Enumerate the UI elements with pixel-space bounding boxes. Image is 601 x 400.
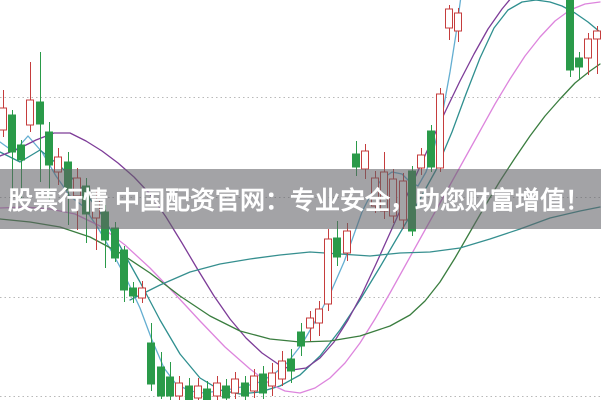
candle [315,301,323,336]
candle-body [120,249,128,291]
candle-body [241,382,249,397]
candle [287,349,295,383]
candle-body [250,375,258,392]
candle-body [166,376,174,397]
candle-body [315,308,323,324]
candle [297,323,305,356]
candle-body [45,131,53,166]
candle [194,378,202,400]
candle-body [417,154,425,169]
candle-body [352,153,360,168]
candle-body [584,38,592,59]
candle [278,351,286,386]
candle [138,281,146,303]
candle [26,62,34,132]
candle-body [17,144,25,161]
candle-body [445,8,453,29]
candle [185,378,193,400]
candle-body [306,317,314,329]
candle [147,323,155,391]
candle-body [343,230,351,254]
candle-body [259,373,267,394]
candle-body [203,388,211,400]
candle [343,223,351,261]
candle [36,52,44,182]
candle [566,0,574,77]
candle [231,372,239,399]
candle-body [278,360,286,380]
candle [250,369,258,398]
candle-body [147,342,155,385]
candle-body [138,287,146,299]
candle [436,88,444,172]
candle [166,362,174,400]
candle-body [213,382,221,397]
candle [259,366,267,399]
candle [324,229,332,311]
candle-body [333,237,341,258]
candle-body [185,385,193,400]
banner-text: 股票行情 中国配资官网：专业安全，助您财富增值！ [8,187,590,215]
candle [213,376,221,400]
candle-body [593,30,601,40]
candle-body [361,150,369,170]
candle [175,376,183,400]
candle [120,246,128,302]
candle [0,90,7,137]
candle-body [436,93,444,169]
candle [575,52,583,79]
candle [454,8,462,42]
candle [157,352,165,399]
candle [268,363,276,396]
candle [584,33,592,75]
candle-body [324,238,332,305]
candle-body [297,331,305,347]
candle-body [26,99,34,126]
candle-body [8,114,16,153]
candle-body [268,372,276,387]
ad-banner[interactable]: 股票行情 中国配资官网：专业安全，助您财富增值！ [0,169,601,229]
candle-body [454,12,462,32]
candle [222,379,230,400]
candle [427,125,435,172]
candle-body [194,385,202,399]
candle-body [111,227,119,259]
candle-body [287,358,295,372]
gridlines-layer [0,97,601,397]
candle-body [575,57,583,68]
candle-body [0,107,7,131]
candle [203,381,211,400]
candle-body [175,382,183,397]
candle [129,282,137,303]
candle [593,26,601,74]
candle [306,311,314,341]
candle-body [36,101,44,125]
candle-body [129,287,137,297]
candle-body [427,130,435,168]
candle-body [157,366,165,397]
candle-body [231,378,239,394]
candle [241,376,249,400]
candle-body [222,385,230,399]
candle-body [566,0,574,71]
candle [445,5,453,40]
ma-line-ma60 [0,63,601,343]
